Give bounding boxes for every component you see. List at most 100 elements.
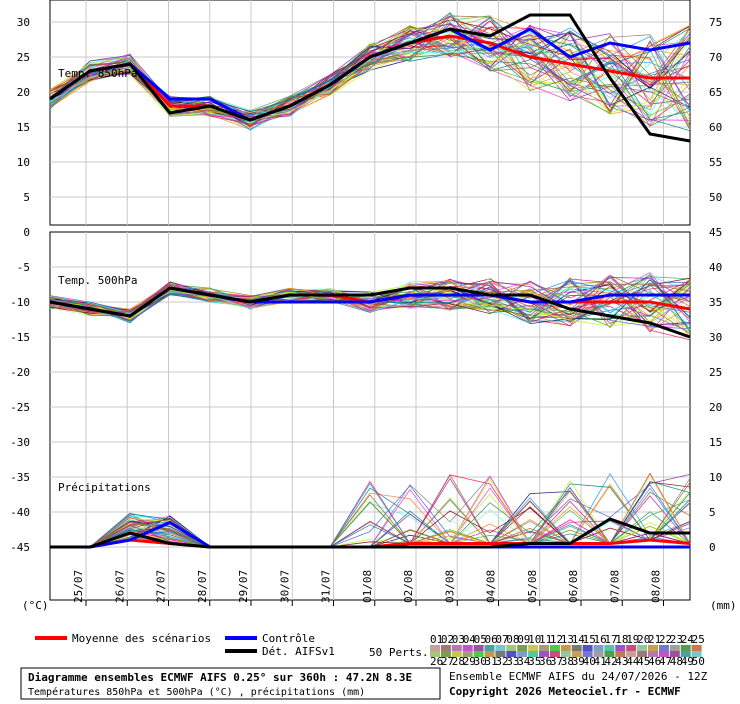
member-swatch [615,645,626,651]
left-tick-label: -40 [10,506,30,519]
x-date-label: 29/07 [237,570,250,603]
chart-title: Diagramme ensembles ECMWF AIFS 0.25° sur… [28,671,412,684]
panel-label-precip: Précipitations [58,481,151,494]
member-number: 39 [572,655,585,668]
member-swatch [658,645,669,651]
member-number: 41 [594,655,607,668]
right-tick-label: 15 [709,436,722,449]
member-swatch [473,645,484,651]
right-unit-label: (mm) [710,599,737,612]
copyright: Copyright 2026 Meteociel.fr - ECMWF [449,685,681,698]
member-number: 23 [670,633,683,646]
member-swatches: 0102030405060708091011121314151617181920… [430,633,705,668]
member-number: 02 [441,633,454,646]
member-swatch [593,645,604,651]
member-swatch [495,645,506,651]
member-swatch [637,651,648,657]
panel-label-t500: Temp. 500hPa [58,274,137,287]
member-number: 09 [517,633,530,646]
member-swatch [462,645,473,651]
member-number: 03 [452,633,465,646]
member-swatch [648,645,658,651]
member-swatch [462,651,473,657]
x-date-label: 07/08 [608,570,621,603]
left-tick-label: -25 [10,401,30,414]
x-date-label: 27/07 [155,570,168,603]
member-swatch [593,651,604,657]
member-number: 22 [659,633,672,646]
member-swatch [528,645,539,651]
member-number: 35 [528,655,541,668]
member-swatch [506,645,517,651]
member-line-t850 [49,32,691,125]
legend-det-label: Dét. AIFSv1 [262,645,335,658]
member-number: 11 [539,633,552,646]
x-date-label: 31/07 [320,570,333,603]
member-number: 12 [550,633,563,646]
legend-mean-label: Moyenne des scénarios [72,632,211,645]
member-number: 36 [539,655,552,668]
x-date-label: 06/08 [567,570,580,603]
member-swatch [604,645,615,651]
member-line-precip [50,479,691,548]
right-tick-label: 20 [709,401,722,414]
member-swatch [669,651,680,657]
run-label: Ensemble ECMWF AIFS du 24/07/2026 - 12Z [449,670,708,683]
right-tick-label: 55 [709,156,722,169]
member-swatch [517,651,528,657]
member-number: 47 [659,655,672,668]
right-tick-label: 0 [709,541,716,554]
left-tick-label: -35 [10,471,30,484]
member-number: 14 [572,633,586,646]
x-date-label: 26/07 [113,570,126,603]
left-tick-label: -5 [17,261,30,274]
member-number: 19 [626,633,639,646]
x-date-label: 28/07 [196,570,209,603]
member-swatch [451,645,462,651]
title-box [20,667,441,700]
panel-t850-frame [49,0,691,226]
member-line-precip [50,481,691,548]
member-number: 49 [681,655,694,668]
left-tick-label: -15 [10,331,30,344]
x-date-label: 05/08 [526,570,539,603]
member-swatch [484,645,495,651]
member-swatch [582,645,593,651]
member-swatch [560,645,571,651]
left-tick-label: 5 [23,191,30,204]
x-date-label: 02/08 [402,570,415,603]
left-tick-label: 30 [17,16,30,29]
member-swatch [648,651,658,657]
t850-det-line [49,13,691,143]
member-number: 50 [692,655,705,668]
member-swatch [440,651,451,657]
member-swatch [549,651,560,657]
member-number: 24 [681,633,695,646]
member-swatch [658,651,669,657]
member-swatch [528,651,539,657]
right-tick-label: 35 [709,296,722,309]
member-number: 34 [517,655,531,668]
member-swatch [571,645,582,651]
right-tick-label: 45 [709,226,722,239]
legend-control-label: Contrôle [262,632,315,645]
member-number: 37 [550,655,563,668]
t500-det-line [49,286,691,339]
x-date-label: 25/07 [72,570,85,603]
member-number: 44 [626,655,640,668]
member-number: 20 [637,633,650,646]
member-swatch [484,651,495,657]
member-swatch [430,645,440,651]
member-swatch [626,651,637,657]
right-tick-label: 30 [709,331,722,344]
member-swatch [680,651,691,657]
member-number: 26 [430,655,443,668]
member-number: 17 [604,633,617,646]
right-tick-label: 75 [709,16,722,29]
member-number: 06 [485,633,498,646]
member-number: 27 [441,655,454,668]
member-number: 42 [604,655,617,668]
member-number: 18 [615,633,628,646]
member-line-t500 [49,281,691,323]
